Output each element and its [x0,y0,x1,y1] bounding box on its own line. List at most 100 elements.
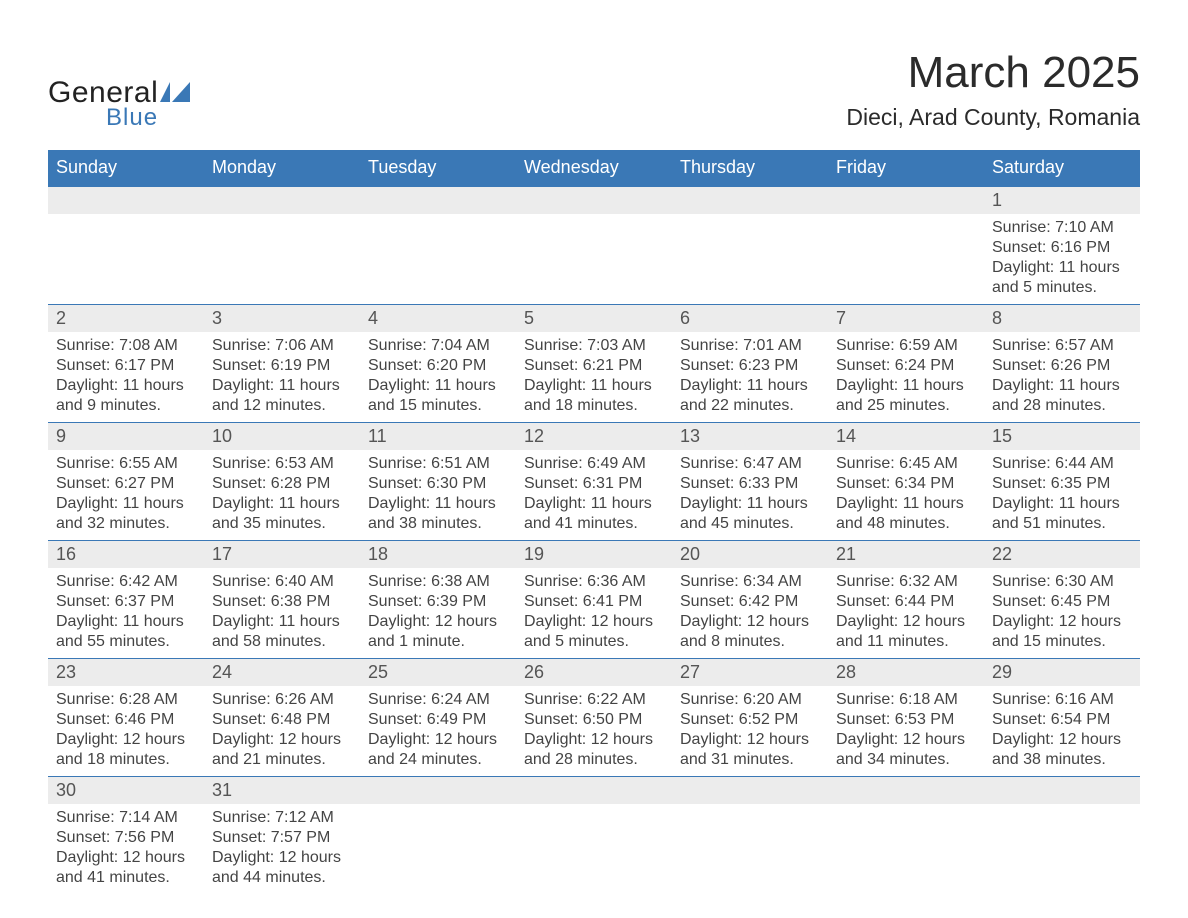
day-line: Daylight: 11 hours [212,376,352,396]
day-number [672,187,828,214]
day-line: Sunset: 6:27 PM [56,474,196,494]
day-line: and 31 minutes. [680,750,820,770]
day-line: and 41 minutes. [56,868,196,888]
day-number: 19 [516,541,672,568]
day-cell: Sunrise: 6:26 AMSunset: 6:48 PMDaylight:… [204,686,360,776]
day-number [984,777,1140,804]
day-cell [360,214,516,304]
day-line: Sunrise: 6:30 AM [992,572,1132,592]
day-line: Sunrise: 6:42 AM [56,572,196,592]
day-line: Daylight: 12 hours [524,612,664,632]
daybody-row: Sunrise: 7:10 AMSunset: 6:16 PMDaylight:… [48,214,1140,304]
daynum-row: 23242526272829 [48,659,1140,686]
day-line: Daylight: 12 hours [836,730,976,750]
day-line: Sunrise: 6:36 AM [524,572,664,592]
day-line: Sunrise: 6:24 AM [368,690,508,710]
day-number: 27 [672,659,828,686]
calendar-table: Sunday Monday Tuesday Wednesday Thursday… [48,150,1140,894]
day-cell [828,214,984,304]
day-line: Sunrise: 6:26 AM [212,690,352,710]
day-line: Sunset: 6:49 PM [368,710,508,730]
day-number: 18 [360,541,516,568]
day-line: and 51 minutes. [992,514,1132,534]
day-line: Sunrise: 6:57 AM [992,336,1132,356]
day-line: Sunset: 6:24 PM [836,356,976,376]
day-number [48,187,204,214]
day-line: Sunset: 6:28 PM [212,474,352,494]
day-cell [672,804,828,894]
day-number [828,777,984,804]
day-line: Daylight: 12 hours [212,730,352,750]
day-line: Daylight: 12 hours [56,848,196,868]
day-line: Daylight: 12 hours [992,730,1132,750]
day-number: 10 [204,423,360,450]
day-line: Daylight: 11 hours [56,494,196,514]
day-number: 13 [672,423,828,450]
day-number: 30 [48,777,204,804]
day-line: Sunrise: 6:59 AM [836,336,976,356]
day-line: Sunset: 6:23 PM [680,356,820,376]
day-line: Sunset: 6:33 PM [680,474,820,494]
day-line: and 8 minutes. [680,632,820,652]
day-line: Sunrise: 7:12 AM [212,808,352,828]
day-number: 7 [828,305,984,332]
day-line: Sunset: 6:50 PM [524,710,664,730]
day-line: and 24 minutes. [368,750,508,770]
calendar-week: 23242526272829Sunrise: 6:28 AMSunset: 6:… [48,658,1140,776]
daynum-row: 16171819202122 [48,541,1140,568]
dow-thursday: Thursday [672,150,828,186]
day-cell: Sunrise: 6:51 AMSunset: 6:30 PMDaylight:… [360,450,516,540]
day-line: Sunset: 6:46 PM [56,710,196,730]
location-subtitle: Dieci, Arad County, Romania [846,104,1140,131]
day-line: Sunrise: 7:14 AM [56,808,196,828]
day-line: and 34 minutes. [836,750,976,770]
day-cell [672,214,828,304]
day-line: Sunrise: 6:38 AM [368,572,508,592]
day-line: and 38 minutes. [368,514,508,534]
day-line: Daylight: 12 hours [212,848,352,868]
day-number [360,187,516,214]
day-line: and 12 minutes. [212,396,352,416]
day-line: Sunrise: 6:20 AM [680,690,820,710]
page-title: March 2025 [846,48,1140,98]
day-line: Daylight: 11 hours [368,376,508,396]
day-line: Sunset: 6:39 PM [368,592,508,612]
day-cell: Sunrise: 7:08 AMSunset: 6:17 PMDaylight:… [48,332,204,422]
daynum-row: 2345678 [48,305,1140,332]
daynum-row: 1 [48,187,1140,214]
day-line: Sunrise: 6:45 AM [836,454,976,474]
day-line: Sunset: 6:35 PM [992,474,1132,494]
day-cell: Sunrise: 7:10 AMSunset: 6:16 PMDaylight:… [984,214,1140,304]
dow-friday: Friday [828,150,984,186]
day-line: and 41 minutes. [524,514,664,534]
day-line: Daylight: 12 hours [56,730,196,750]
day-number: 14 [828,423,984,450]
day-line: and 1 minute. [368,632,508,652]
daynum-row: 3031 [48,777,1140,804]
day-line: Sunset: 6:42 PM [680,592,820,612]
daybody-row: Sunrise: 6:28 AMSunset: 6:46 PMDaylight:… [48,686,1140,776]
day-cell: Sunrise: 6:45 AMSunset: 6:34 PMDaylight:… [828,450,984,540]
day-cell: Sunrise: 6:53 AMSunset: 6:28 PMDaylight:… [204,450,360,540]
calendar-week: 3031Sunrise: 7:14 AMSunset: 7:56 PMDayli… [48,776,1140,894]
day-number: 5 [516,305,672,332]
day-cell: Sunrise: 6:42 AMSunset: 6:37 PMDaylight:… [48,568,204,658]
day-line: Sunset: 6:53 PM [836,710,976,730]
day-line: Sunset: 6:44 PM [836,592,976,612]
day-line: Sunset: 6:52 PM [680,710,820,730]
day-cell: Sunrise: 6:44 AMSunset: 6:35 PMDaylight:… [984,450,1140,540]
day-line: Daylight: 11 hours [56,612,196,632]
day-cell: Sunrise: 7:03 AMSunset: 6:21 PMDaylight:… [516,332,672,422]
day-line: Daylight: 11 hours [212,612,352,632]
day-line: Sunrise: 6:40 AM [212,572,352,592]
day-number: 2 [48,305,204,332]
day-line: Sunrise: 7:01 AM [680,336,820,356]
day-line: and 44 minutes. [212,868,352,888]
day-cell [516,214,672,304]
day-line: and 21 minutes. [212,750,352,770]
dow-wednesday: Wednesday [516,150,672,186]
day-line: Daylight: 12 hours [836,612,976,632]
day-line: and 22 minutes. [680,396,820,416]
day-line: Daylight: 11 hours [524,376,664,396]
day-line: Sunset: 6:38 PM [212,592,352,612]
